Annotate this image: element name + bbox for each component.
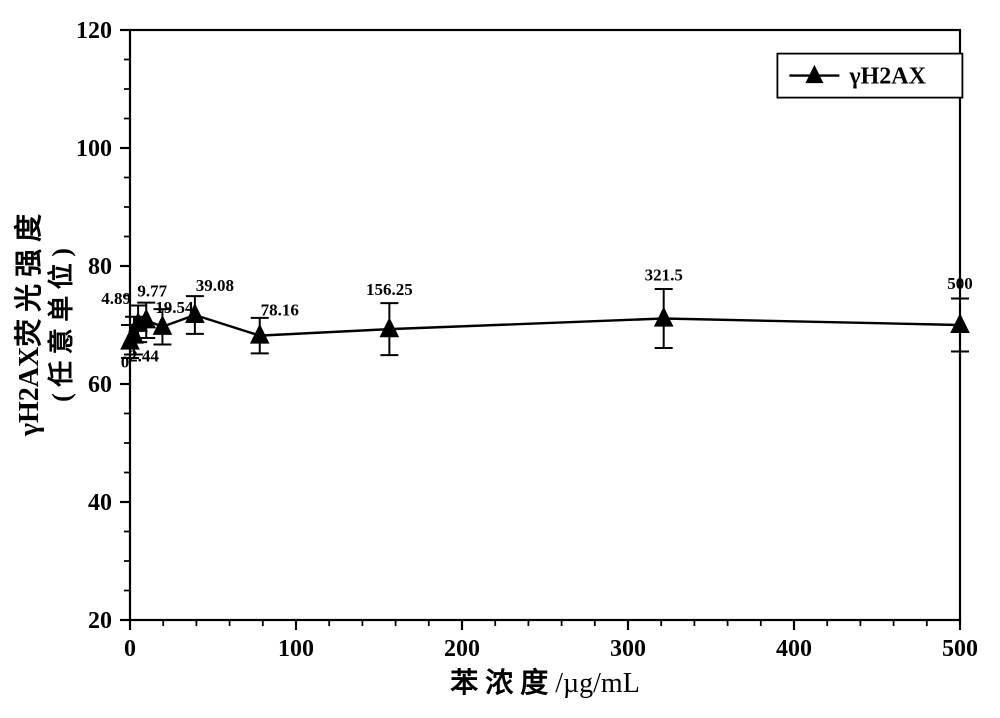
legend-label: γH2AX: [848, 64, 926, 90]
y-tick-label: 40: [88, 490, 112, 516]
svg-text:156.25: 156.25: [366, 280, 413, 299]
y-tick-label: 20: [88, 608, 112, 634]
y-tick-label: 60: [88, 372, 112, 398]
svg-text:39.08: 39.08: [196, 276, 234, 295]
x-tick-label: 200: [444, 636, 480, 662]
svg-text:321.5: 321.5: [645, 266, 683, 285]
x-tick-label: 300: [610, 636, 646, 662]
line-chart: 0 100 200 300 400 500 20 40 60 80 100 120 苯 浓 度 /µg/…: [0, 0, 1000, 718]
x-tick-label: 400: [776, 636, 812, 662]
svg-text:2.44: 2.44: [129, 347, 159, 366]
svg-text:500: 500: [947, 274, 973, 293]
chart-container: 0 100 200 300 400 500 20 40 60 80 100 120 苯 浓 度 /µg/…: [0, 0, 1000, 718]
y-tick-label: 100: [76, 136, 112, 162]
svg-text:0: 0: [121, 353, 130, 372]
x-tick-label: 0: [124, 636, 136, 662]
y-axis-label-main: γH2AX荧 光 强 度: [13, 214, 45, 437]
y-axis-label-sub: ( 任 意 单 位 ): [46, 248, 76, 402]
svg-text:4.89: 4.89: [101, 289, 131, 308]
y-tick-label: 120: [76, 18, 112, 44]
legend: γH2AX: [777, 54, 962, 98]
y-tick-label: 80: [88, 254, 112, 280]
svg-text:19.54: 19.54: [155, 298, 194, 317]
svg-text:78.16: 78.16: [261, 301, 299, 320]
x-axis-label: 苯 浓 度 /µg/mL: [449, 667, 640, 699]
x-tick-label: 500: [942, 636, 978, 662]
x-tick-label: 100: [278, 636, 314, 662]
